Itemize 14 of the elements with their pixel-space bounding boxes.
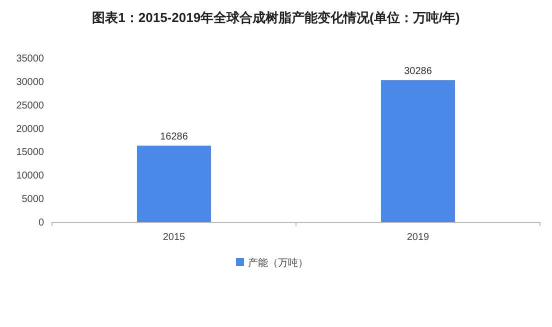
y-tick-label: 20000	[16, 124, 44, 135]
y-tick-label: 5000	[22, 194, 44, 206]
data-label: 30286	[404, 66, 432, 78]
y-tick-label: 30000	[16, 76, 44, 88]
title: 图表1：2015-2019年全球合成树脂产能变化情况(单位：万吨/年)	[92, 10, 460, 25]
y-tick-label: 15000	[16, 147, 44, 158]
x-tick-label: 2015	[162, 232, 186, 243]
x-tick-label: 2019	[406, 232, 430, 243]
data-label: 16286	[160, 132, 188, 143]
y-tick-label: 35000	[16, 54, 44, 64]
y-tick-label: 25000	[16, 100, 44, 112]
y-tick-label: 0	[38, 218, 44, 228]
y-tick-label: 10000	[16, 170, 44, 182]
legend-label: 产能（万吨）	[248, 258, 308, 269]
